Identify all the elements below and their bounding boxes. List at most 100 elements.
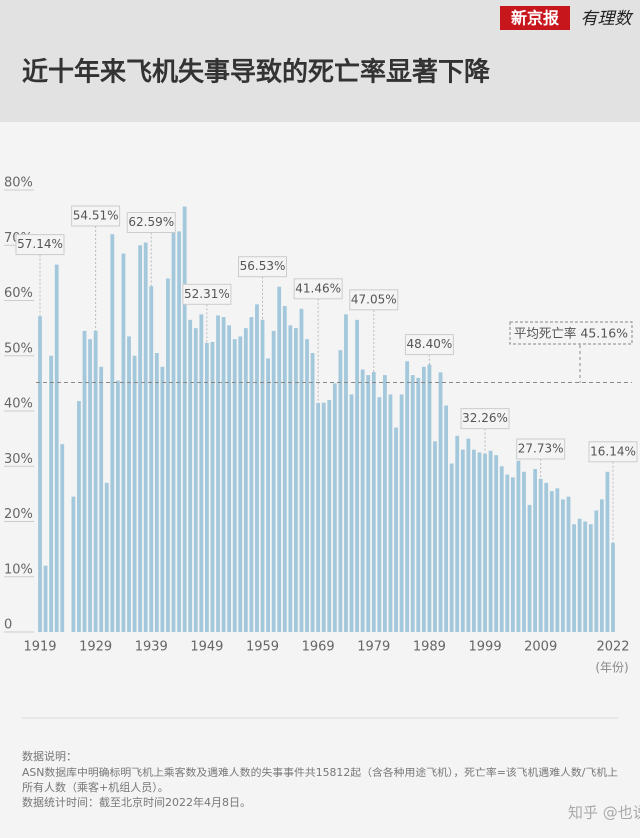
bar bbox=[288, 325, 293, 632]
bar bbox=[566, 496, 571, 632]
bar bbox=[294, 328, 298, 632]
bar bbox=[572, 524, 576, 632]
bar bbox=[472, 449, 476, 632]
x-tick-label: 2009 bbox=[524, 640, 557, 655]
logo-box bbox=[500, 6, 570, 30]
label-box bbox=[15, 234, 65, 256]
bar bbox=[338, 350, 343, 632]
bar bbox=[310, 352, 315, 632]
x-tick-label: 2022 bbox=[596, 640, 629, 655]
bar bbox=[599, 499, 604, 632]
label-box bbox=[71, 205, 121, 227]
bar bbox=[243, 328, 248, 632]
bar bbox=[255, 304, 259, 632]
bar bbox=[538, 478, 543, 632]
bar bbox=[416, 377, 421, 632]
bar bbox=[455, 435, 460, 632]
x-tick-label: 1949 bbox=[190, 640, 223, 655]
bar bbox=[516, 460, 521, 632]
note: 数据说明： bbox=[22, 749, 77, 763]
bar bbox=[54, 264, 59, 632]
bar bbox=[316, 402, 321, 632]
label-box bbox=[588, 441, 638, 463]
bar bbox=[527, 504, 532, 632]
y-tick-label: 20% bbox=[4, 507, 33, 522]
bar bbox=[149, 286, 154, 632]
bar bbox=[583, 521, 588, 632]
bar bbox=[533, 469, 538, 632]
y-tick-label: 80% bbox=[4, 176, 33, 191]
value-label: 62.59% bbox=[128, 215, 174, 229]
bar bbox=[138, 245, 143, 632]
bar bbox=[193, 328, 198, 632]
bar bbox=[349, 394, 354, 632]
bar bbox=[188, 319, 193, 632]
bar bbox=[355, 319, 359, 632]
bar bbox=[154, 352, 159, 632]
x-tick-label: 1989 bbox=[413, 640, 446, 655]
y-tick-label: 60% bbox=[4, 286, 33, 301]
chart-title: 近十年来飞机失事导致的死亡率显著下降 bbox=[22, 57, 491, 88]
value-label: 16.14% bbox=[590, 444, 636, 458]
value-label: 57.14% bbox=[17, 237, 63, 251]
bar bbox=[611, 542, 615, 632]
bar bbox=[232, 339, 237, 632]
label-box bbox=[238, 256, 288, 278]
value-label: 48.40% bbox=[407, 337, 453, 351]
label-box bbox=[126, 211, 176, 233]
bar bbox=[444, 405, 449, 632]
bar bbox=[127, 336, 131, 632]
x-tick-label: 1999 bbox=[469, 640, 502, 655]
bar bbox=[305, 339, 309, 632]
bar bbox=[561, 499, 565, 632]
bar bbox=[460, 449, 465, 632]
bar bbox=[277, 286, 282, 632]
bar bbox=[494, 455, 499, 632]
label-box bbox=[404, 334, 454, 356]
average-label: 平均死亡率 45.16% bbox=[514, 326, 628, 341]
value-label: 27.73% bbox=[518, 442, 564, 456]
bar bbox=[299, 308, 304, 632]
y-tick-label: 30% bbox=[4, 452, 33, 467]
bar bbox=[405, 361, 410, 632]
bar bbox=[438, 372, 443, 632]
bar bbox=[110, 234, 115, 632]
bar bbox=[366, 375, 371, 632]
bar bbox=[360, 369, 365, 632]
x-tick-label: 1969 bbox=[302, 640, 335, 655]
bar bbox=[505, 474, 510, 632]
bar bbox=[371, 372, 376, 632]
bar bbox=[227, 325, 232, 632]
label-box bbox=[516, 438, 566, 460]
bar bbox=[177, 231, 181, 632]
bar bbox=[82, 330, 87, 632]
bar bbox=[104, 482, 109, 632]
y-tick-label: 40% bbox=[4, 397, 33, 412]
logo-sub: 有理数 bbox=[581, 9, 634, 29]
value-label: 52.31% bbox=[184, 287, 230, 301]
bar bbox=[544, 482, 549, 632]
bar bbox=[466, 438, 471, 632]
x-tick-label: 1929 bbox=[79, 640, 112, 655]
bar bbox=[549, 491, 554, 632]
bar bbox=[260, 319, 265, 632]
logo: 新京报 bbox=[511, 9, 559, 28]
bar bbox=[427, 364, 432, 632]
bar bbox=[249, 317, 254, 632]
average-box bbox=[509, 321, 633, 345]
bar bbox=[383, 375, 387, 632]
bar bbox=[115, 380, 120, 632]
bar bbox=[182, 206, 187, 632]
bar bbox=[88, 339, 92, 632]
bar bbox=[499, 466, 504, 632]
bar bbox=[332, 383, 337, 632]
bar bbox=[588, 524, 593, 632]
bar bbox=[99, 366, 104, 632]
bar bbox=[327, 399, 332, 632]
value-label: 47.05% bbox=[351, 292, 397, 306]
y-tick-label: 0 bbox=[4, 618, 12, 633]
bar bbox=[410, 375, 415, 632]
watermark: 知乎 @也说 bbox=[568, 804, 640, 822]
bar bbox=[555, 488, 560, 632]
y-tick-label: 50% bbox=[4, 341, 33, 356]
